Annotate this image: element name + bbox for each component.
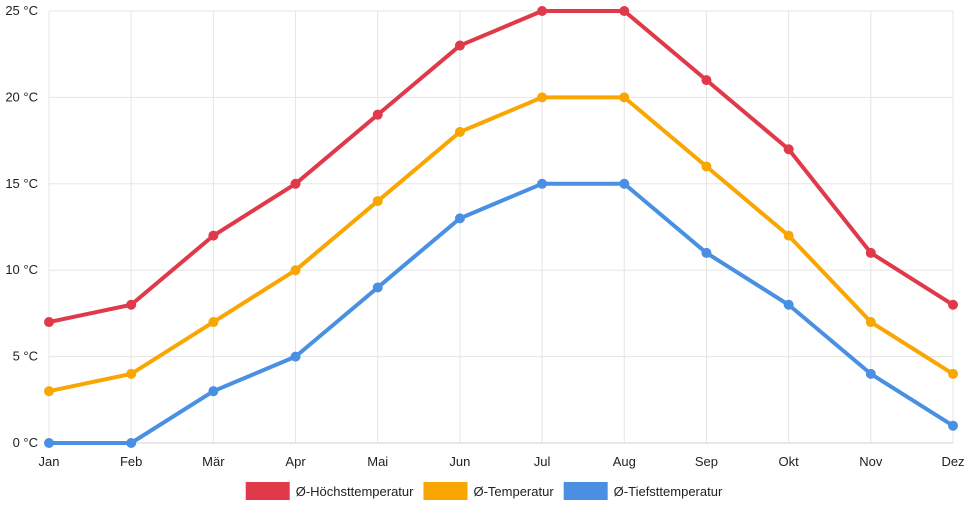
y-tick-label: 25 °C (5, 3, 38, 18)
data-point (701, 75, 712, 86)
x-tick-label: Aug (613, 454, 636, 469)
legend-item: Ø-Höchsttemperatur (245, 482, 414, 500)
x-tick-label: Feb (120, 454, 142, 469)
data-point (619, 178, 630, 189)
data-point (948, 420, 958, 431)
data-point (290, 351, 301, 362)
data-point (948, 368, 958, 379)
data-point (865, 368, 876, 379)
data-point (126, 368, 137, 379)
series-line (47, 95, 955, 394)
y-tick-label: 20 °C (5, 89, 38, 104)
x-tick-label: Jun (449, 454, 470, 469)
y-tick-label: 0 °C (13, 435, 38, 450)
data-point (454, 213, 465, 224)
x-tick-label: Mai (367, 454, 388, 469)
data-point (44, 438, 54, 448)
legend-swatch (423, 482, 468, 500)
x-tick-label: Dez (941, 454, 964, 469)
data-point (865, 317, 876, 328)
data-point (701, 161, 712, 172)
x-tick-label: Jul (534, 454, 551, 469)
legend-label: Ø-Tiefsttemperatur (614, 484, 723, 499)
y-tick-label: 5 °C (13, 349, 38, 364)
data-point (783, 144, 794, 155)
data-point (208, 317, 219, 328)
y-tick-label: 10 °C (5, 262, 38, 277)
legend-swatch (563, 482, 608, 500)
legend-item: Ø-Tiefsttemperatur (563, 482, 723, 500)
data-point (372, 282, 383, 293)
data-point (948, 299, 958, 310)
data-point (290, 178, 301, 189)
data-point (537, 6, 548, 16)
data-point (783, 299, 794, 310)
legend-label: Ø-Höchsttemperatur (296, 484, 414, 499)
x-tick-label: Jan (39, 454, 60, 469)
x-tick-label: Okt (779, 454, 800, 469)
data-point (126, 438, 137, 448)
data-point (372, 109, 383, 120)
y-tick-label: 15 °C (5, 176, 38, 191)
data-point (701, 247, 712, 258)
data-point (454, 40, 465, 51)
data-point (208, 230, 219, 241)
data-point (126, 299, 137, 310)
data-point (44, 317, 54, 328)
legend-item: Ø-Temperatur (423, 482, 554, 500)
x-tick-label: Apr (285, 454, 306, 469)
data-point (537, 178, 548, 189)
data-point (619, 92, 630, 103)
data-point (783, 230, 794, 241)
data-point (537, 92, 548, 103)
x-tick-label: Sep (695, 454, 718, 469)
data-point (44, 386, 54, 397)
x-tick-label: Mär (202, 454, 225, 469)
data-point (454, 126, 465, 137)
data-point (290, 265, 301, 276)
legend-swatch (245, 482, 290, 500)
x-tick-label: Nov (859, 454, 883, 469)
data-point (372, 196, 383, 207)
data-point (865, 247, 876, 258)
data-point (619, 6, 630, 16)
series-line (47, 9, 955, 325)
legend-label: Ø-Temperatur (473, 484, 554, 499)
series-line (47, 181, 955, 445)
data-point (208, 386, 219, 397)
